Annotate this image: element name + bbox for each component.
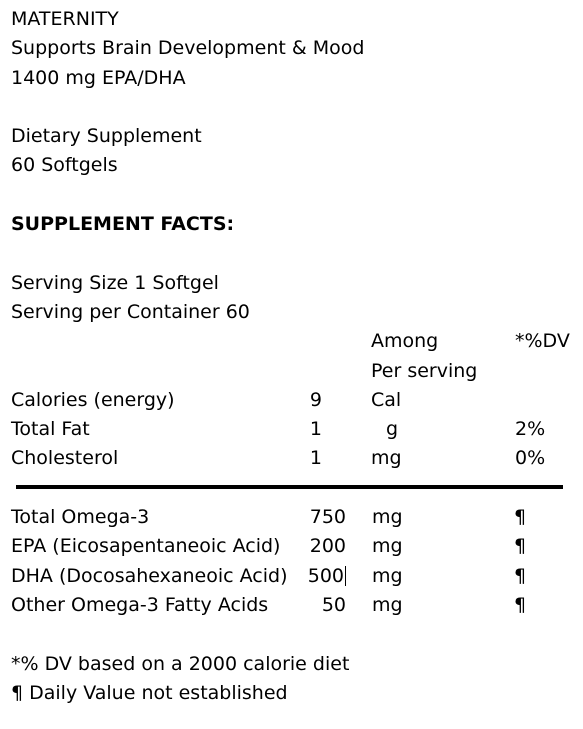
amount-text: 500 <box>307 565 344 587</box>
nutrient-name: Total Fat <box>11 418 90 440</box>
nutrient-amount: 1 <box>309 418 322 440</box>
nutrient-dv: 2% <box>515 418 546 440</box>
product-type: Dietary Supplement <box>11 125 202 147</box>
nutrient-amount: 9 <box>309 389 322 411</box>
footnote-pilcrow: ¶ Daily Value not established <box>11 682 288 704</box>
nutrient-name: Other Omega-3 Fatty Acids <box>11 594 269 616</box>
nutrient-amount: 200 <box>309 535 346 557</box>
product-count: 60 Softgels <box>11 154 118 176</box>
nutrient-amount: 50 <box>321 594 346 616</box>
section-divider <box>16 485 563 489</box>
column-header-dv: *%DV <box>515 330 570 352</box>
nutrient-name: EPA (Eicosapentaneoic Acid) <box>11 535 281 557</box>
product-tagline: Supports Brain Development & Mood <box>11 37 365 59</box>
nutrient-name: Cholesterol <box>11 447 119 469</box>
nutrient-dv: ¶ <box>514 506 527 528</box>
servings-per-container: Serving per Container 60 <box>11 301 250 323</box>
footnote-dv: *% DV based on a 2000 calorie diet <box>11 653 350 675</box>
nutrient-unit: mg <box>372 565 403 587</box>
product-dosage: 1400 mg EPA/DHA <box>11 67 186 89</box>
nutrient-amount: 1 <box>309 447 322 469</box>
text-cursor <box>345 566 346 586</box>
product-category: MATERNITY <box>11 8 119 30</box>
facts-title: SUPPLEMENT FACTS: <box>11 213 235 235</box>
nutrient-unit: mg <box>371 447 402 469</box>
nutrient-unit: Cal <box>371 389 402 411</box>
nutrient-unit: mg <box>372 506 403 528</box>
nutrient-unit: g <box>386 418 399 440</box>
nutrient-amount: 750 <box>309 506 346 528</box>
nutrient-dv: ¶ <box>514 565 527 587</box>
nutrient-dv: 0% <box>515 447 546 469</box>
nutrient-dv: ¶ <box>514 535 527 557</box>
nutrient-amount[interactable]: 500 <box>296 564 346 588</box>
nutrient-name: Calories (energy) <box>11 389 175 411</box>
nutrient-name: DHA (Docosahexaneoic Acid) <box>11 565 288 587</box>
column-header-per-serving: Per serving <box>371 360 478 382</box>
nutrient-name: Total Omega-3 <box>11 506 150 528</box>
nutrient-dv: ¶ <box>514 594 527 616</box>
nutrient-unit: mg <box>372 535 403 557</box>
serving-size: Serving Size 1 Softgel <box>11 272 219 294</box>
nutrient-unit: mg <box>372 594 403 616</box>
column-header-among: Among <box>371 330 439 352</box>
